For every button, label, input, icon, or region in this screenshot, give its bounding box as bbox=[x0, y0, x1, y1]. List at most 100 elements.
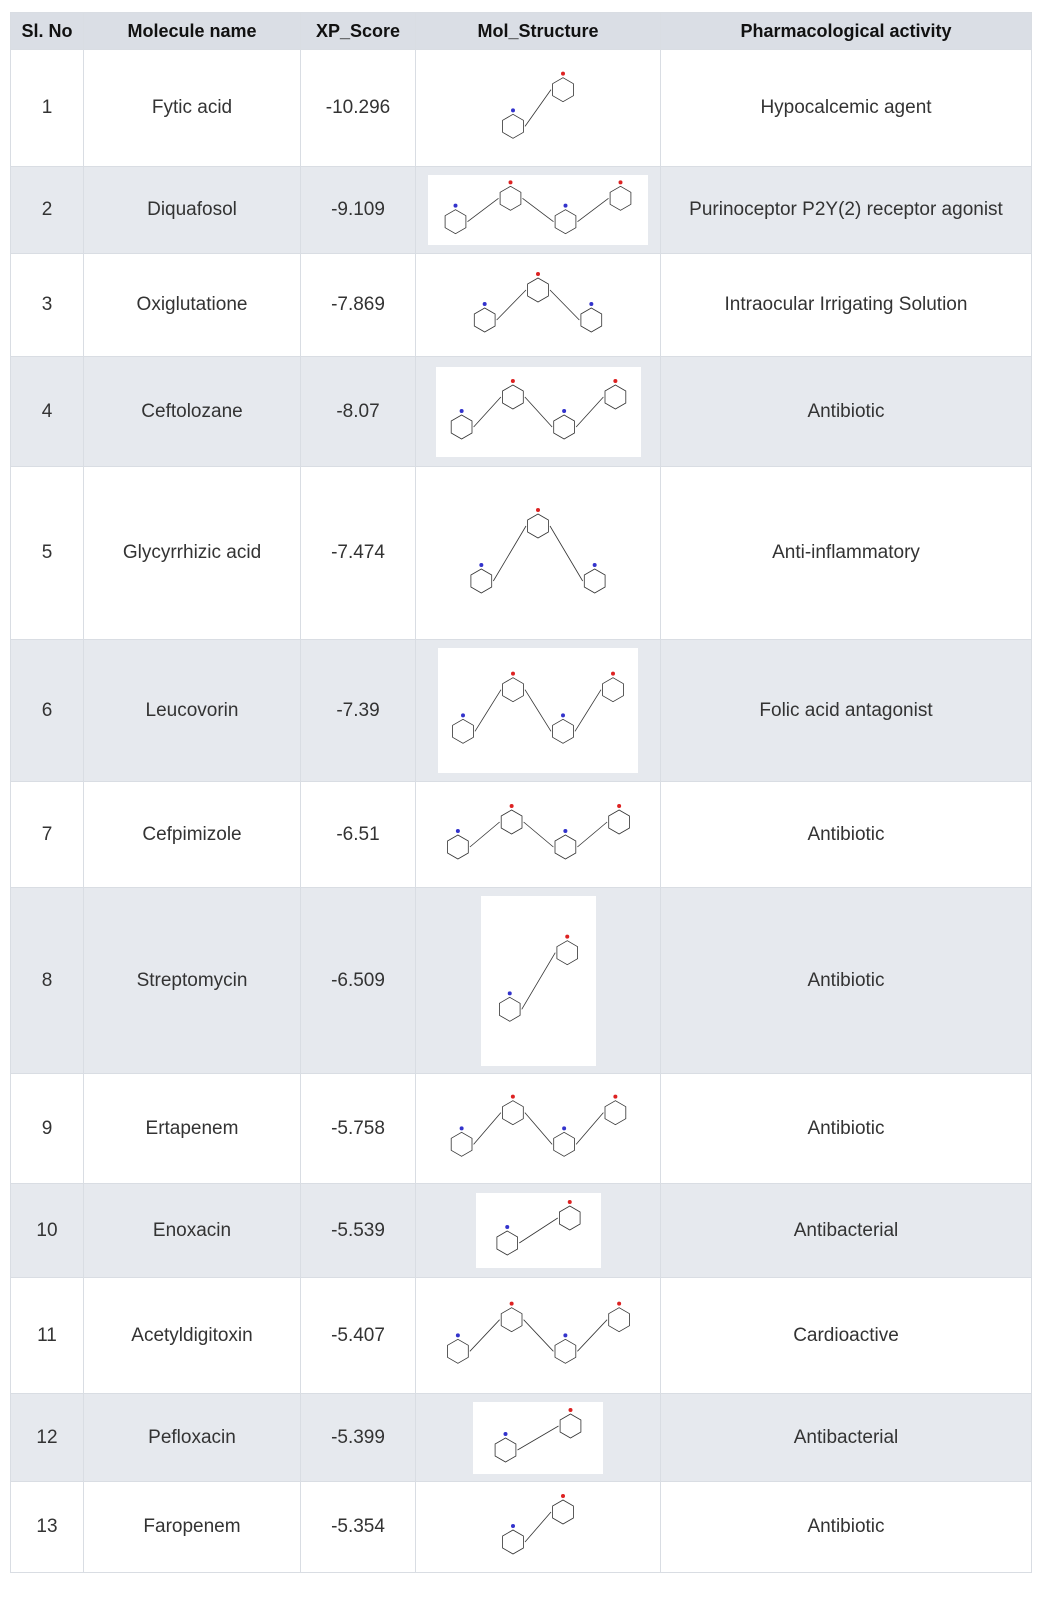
structure-cell bbox=[416, 1074, 661, 1184]
atom bbox=[617, 1302, 621, 1306]
atom bbox=[536, 508, 540, 512]
atom bbox=[504, 1432, 508, 1436]
atom bbox=[510, 1095, 514, 1099]
structure-cell bbox=[416, 167, 661, 254]
atom bbox=[505, 1225, 509, 1229]
header-cell: Pharmacological activity bbox=[661, 13, 1032, 50]
header-cell: Molecule name bbox=[84, 13, 301, 50]
structure-cell bbox=[416, 254, 661, 357]
serial-number: 12 bbox=[11, 1394, 84, 1482]
table-row: 8Streptomycin-6.509Antibiotic bbox=[11, 888, 1032, 1074]
molecule-name: Acetyldigitoxin bbox=[84, 1278, 301, 1394]
pharmacological-activity: Antibacterial bbox=[661, 1394, 1032, 1482]
pharmacological-activity: Cardioactive bbox=[661, 1278, 1032, 1394]
atom bbox=[461, 713, 465, 717]
atom bbox=[455, 1333, 459, 1337]
molecule-structure bbox=[431, 797, 646, 872]
table-row: 9Ertapenem-5.758Antibiotic bbox=[11, 1074, 1032, 1184]
serial-number: 10 bbox=[11, 1184, 84, 1278]
atom bbox=[459, 409, 463, 413]
header-cell: Mol_Structure bbox=[416, 13, 661, 50]
molecule-structure bbox=[488, 53, 588, 163]
xp-score: -5.399 bbox=[301, 1394, 416, 1482]
atom bbox=[511, 672, 515, 676]
atom bbox=[564, 204, 568, 208]
molecule-name: Diquafosol bbox=[84, 167, 301, 254]
atom bbox=[569, 1408, 573, 1412]
molecule-structure bbox=[458, 260, 618, 350]
structure-cell bbox=[416, 640, 661, 782]
xp-score: -5.354 bbox=[301, 1482, 416, 1573]
xp-score: -5.407 bbox=[301, 1278, 416, 1394]
serial-number: 13 bbox=[11, 1482, 84, 1573]
atom bbox=[509, 180, 513, 184]
atom bbox=[613, 379, 617, 383]
atom bbox=[536, 272, 540, 276]
atom bbox=[593, 563, 597, 567]
atom bbox=[611, 672, 615, 676]
molecule-structure bbox=[488, 1482, 588, 1572]
molecule-name: Ceftolozane bbox=[84, 357, 301, 467]
pharmacological-activity: Antibiotic bbox=[661, 888, 1032, 1074]
atom bbox=[617, 804, 621, 808]
atom bbox=[619, 180, 623, 184]
molecule-name: Fytic acid bbox=[84, 50, 301, 167]
pharmacological-activity: Antibiotic bbox=[661, 1074, 1032, 1184]
molecule-name: Glycyrrhizic acid bbox=[84, 467, 301, 640]
molecule-name: Enoxacin bbox=[84, 1184, 301, 1278]
serial-number: 9 bbox=[11, 1074, 84, 1184]
atom bbox=[562, 1126, 566, 1130]
xp-score: -10.296 bbox=[301, 50, 416, 167]
molecule-structure bbox=[428, 175, 648, 245]
structure-cell bbox=[416, 1278, 661, 1394]
structure-cell bbox=[416, 467, 661, 640]
molecule-structure bbox=[481, 896, 596, 1066]
table-row: 1Fytic acid-10.296Hypocalcemic agent bbox=[11, 50, 1032, 167]
molecule-structure bbox=[431, 1288, 646, 1383]
molecule-name: Cefpimizole bbox=[84, 782, 301, 888]
header-cell: Sl. No bbox=[11, 13, 84, 50]
atom bbox=[459, 1126, 463, 1130]
pharmacological-activity: Antibiotic bbox=[661, 357, 1032, 467]
xp-score: -6.51 bbox=[301, 782, 416, 888]
atom bbox=[510, 379, 514, 383]
structure-cell bbox=[416, 50, 661, 167]
serial-number: 8 bbox=[11, 888, 84, 1074]
page: Sl. NoMolecule nameXP_ScoreMol_Structure… bbox=[0, 0, 1059, 1610]
molecule-name: Oxiglutatione bbox=[84, 254, 301, 357]
molecule-structure bbox=[476, 1193, 601, 1268]
atom bbox=[565, 934, 569, 938]
table-row: 12Pefloxacin-5.399 Antibacterial bbox=[11, 1394, 1032, 1482]
atom bbox=[567, 1200, 571, 1204]
atom bbox=[562, 409, 566, 413]
pharmacological-activity: Intraocular Irrigating Solution bbox=[661, 254, 1032, 357]
xp-score: -9.109 bbox=[301, 167, 416, 254]
molecule-name: Leucovorin bbox=[84, 640, 301, 782]
xp-score: -8.07 bbox=[301, 357, 416, 467]
header-cell: XP_Score bbox=[301, 13, 416, 50]
xp-score: -7.474 bbox=[301, 467, 416, 640]
atom bbox=[507, 991, 511, 995]
atom bbox=[479, 563, 483, 567]
pharmacological-activity: Antibiotic bbox=[661, 1482, 1032, 1573]
table-row: 7Cefpimizole-6.51 Antibiotic bbox=[11, 782, 1032, 888]
atom bbox=[613, 1095, 617, 1099]
molecule-structure bbox=[436, 367, 641, 457]
atom bbox=[509, 1302, 513, 1306]
atom bbox=[589, 302, 593, 306]
molecule-structure bbox=[438, 648, 638, 773]
pharmacological-activity: Anti-inflammatory bbox=[661, 467, 1032, 640]
atom bbox=[511, 108, 515, 112]
atom bbox=[509, 804, 513, 808]
molecule-name: Faropenem bbox=[84, 1482, 301, 1573]
structure-background bbox=[453, 471, 623, 636]
molecule-structure bbox=[453, 471, 623, 636]
xp-score: -7.869 bbox=[301, 254, 416, 357]
molecule-name: Pefloxacin bbox=[84, 1394, 301, 1482]
serial-number: 7 bbox=[11, 782, 84, 888]
pharmacological-activity: Antibiotic bbox=[661, 782, 1032, 888]
xp-score: -6.509 bbox=[301, 888, 416, 1074]
